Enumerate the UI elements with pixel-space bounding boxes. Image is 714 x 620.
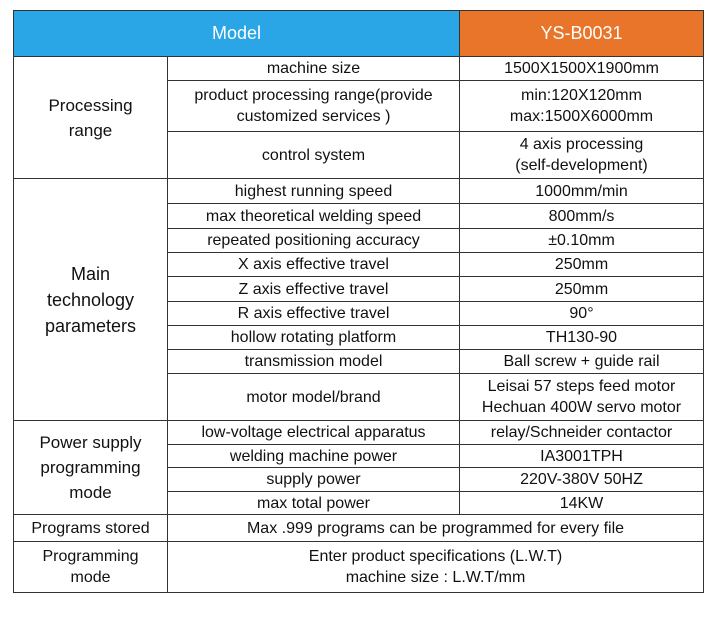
param-cell: machine size — [167, 56, 460, 81]
programs-stored-label: Programs stored — [13, 514, 168, 542]
param-cell: max total power — [167, 491, 460, 515]
value-line: max:1500X6000mm — [509, 108, 654, 125]
value-line: Hechuan 400W servo motor — [481, 399, 682, 416]
value-cell: IA3001TPH — [459, 444, 704, 468]
table-row: Programming mode Enter product specifica… — [13, 541, 704, 593]
table-row: supply power 220V-380V 50HZ — [14, 467, 704, 492]
param-cell: repeated positioning accuracy — [167, 228, 460, 253]
group-label-line: Main — [70, 263, 110, 284]
value-cell: 1500X1500X1900mm — [459, 56, 704, 81]
value-cell: TH130-90 — [459, 325, 704, 350]
param-cell: welding machine power — [167, 444, 460, 468]
table-row: welding machine power IA3001TPH — [14, 444, 704, 468]
table-row: Processing range machine size 1500X1500X… — [13, 56, 704, 179]
group-label-line: mode — [69, 483, 112, 502]
table-row: max total power 14KW — [14, 491, 704, 515]
value-cell: 250mm — [459, 276, 704, 302]
table-row: max theoretical welding speed 800mm/s — [14, 203, 704, 229]
param-cell: X axis effective travel — [167, 252, 460, 277]
param-cell: control system — [167, 131, 460, 179]
group-processing-range: Processing range — [13, 56, 168, 179]
value-cell: 14KW — [459, 491, 704, 515]
table-row: R axis effective travel 90° — [14, 301, 704, 326]
group-label-line: Power supply — [39, 433, 142, 452]
table-row: repeated positioning accuracy ±0.10mm — [14, 228, 704, 253]
param-cell: supply power — [167, 467, 460, 492]
label-line: Programming — [42, 548, 139, 565]
value-cell: Leisai 57 steps feed motor Hechuan 400W … — [459, 373, 704, 421]
group-label-line: range — [68, 120, 113, 140]
header-row: Model YS-B0031 — [13, 10, 704, 57]
param-line: product processing range(provide — [194, 87, 433, 104]
value-line: 4 axis processing — [519, 136, 644, 153]
table-row: transmission model Ball screw + guide ra… — [14, 349, 704, 374]
group-power-supply: Power supply programming mode — [13, 420, 168, 515]
table-row: hollow rotating platform TH130-90 — [14, 325, 704, 350]
value-cell: 800mm/s — [459, 203, 704, 229]
programming-mode-label: Programming mode — [13, 541, 168, 593]
value-cell: 220V-380V 50HZ — [459, 467, 704, 492]
value-cell: 1000mm/min — [459, 178, 704, 204]
param-cell: highest running speed — [167, 178, 460, 204]
param-cell: motor model/brand — [167, 373, 460, 421]
table-row: Z axis effective travel 250mm — [14, 276, 704, 302]
value-line: Enter product specifications (L.W.T) — [308, 548, 563, 565]
spec-table: Model YS-B0031 Processing range machine … — [13, 10, 704, 593]
table-row: motor model/brand Leisai 57 steps feed m… — [14, 373, 704, 421]
param-cell: R axis effective travel — [167, 301, 460, 326]
header-model-label: Model — [13, 10, 460, 57]
header-model-value: YS-B0031 — [459, 10, 704, 57]
param-line: customized services ) — [236, 108, 391, 125]
value-cell: relay/Schneider contactor — [459, 420, 704, 445]
param-cell: hollow rotating platform — [167, 325, 460, 350]
group-label-line: technology — [46, 289, 135, 310]
value-cell: 250mm — [459, 252, 704, 277]
value-line: (self-development) — [515, 157, 648, 174]
param-cell: Z axis effective travel — [167, 276, 460, 302]
value-cell: min:120X120mm max:1500X6000mm — [459, 80, 704, 132]
group-label-line: Processing — [48, 95, 133, 115]
programming-mode-value: Enter product specifications (L.W.T) mac… — [167, 541, 704, 593]
table-row: X axis effective travel 250mm — [14, 252, 704, 277]
value-line: machine size : L.W.T/mm — [345, 569, 526, 586]
param-cell: product processing range(provide customi… — [167, 80, 460, 132]
value-cell: 4 axis processing (self-development) — [459, 131, 704, 179]
value-cell: ±0.10mm — [459, 228, 704, 253]
table-row: control system 4 axis processing (self-d… — [14, 131, 704, 179]
table-row: Main technology parameters highest runni… — [13, 178, 704, 421]
table-row: product processing range(provide customi… — [14, 80, 704, 132]
value-line: Leisai 57 steps feed motor — [487, 378, 676, 395]
value-cell: Ball screw + guide rail — [459, 349, 704, 374]
label-line: mode — [70, 569, 111, 586]
param-cell: low-voltage electrical apparatus — [167, 420, 460, 445]
value-cell: 90° — [459, 301, 704, 326]
group-label-line: parameters — [44, 315, 137, 336]
value-line: min:120X120mm — [521, 87, 642, 104]
table-row: Power supply programming mode low-voltag… — [13, 420, 704, 515]
table-row: Programs stored Max .999 programs can be… — [13, 514, 704, 542]
group-label-line: programming — [40, 458, 141, 477]
programs-stored-value: Max .999 programs can be programmed for … — [167, 514, 704, 542]
group-main-technology: Main technology parameters — [13, 178, 168, 421]
param-cell: max theoretical welding speed — [167, 203, 460, 229]
param-cell: transmission model — [167, 349, 460, 374]
